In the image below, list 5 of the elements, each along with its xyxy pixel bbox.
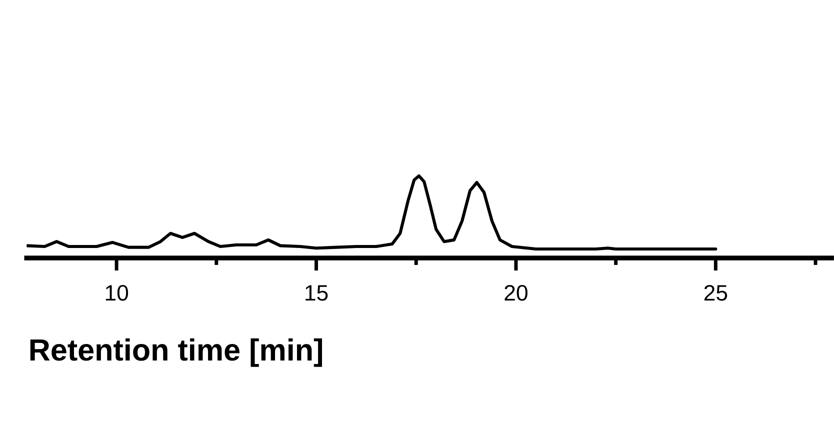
x-tick-label: 15 <box>306 285 328 301</box>
x-tick-label: 25 <box>704 284 728 301</box>
x-tick-label: 20 <box>504 284 528 301</box>
x-axis-title: Retention time [min] <box>30 338 322 367</box>
x-tick-label: 10 <box>106 284 128 301</box>
